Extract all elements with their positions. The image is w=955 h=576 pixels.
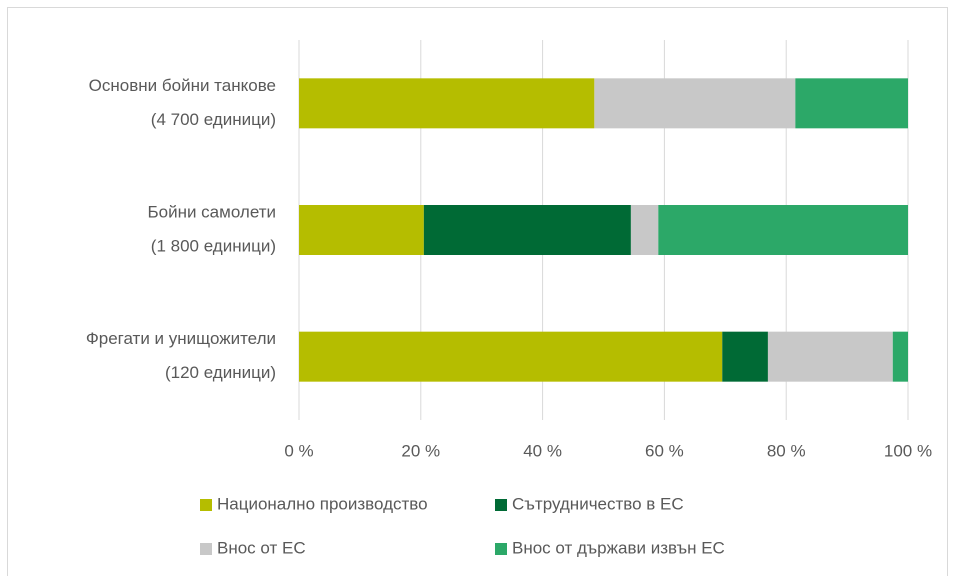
y-tick-label: (4 700 единици) — [151, 110, 276, 129]
bar-segment — [630, 205, 659, 255]
bar-segment — [892, 331, 908, 382]
x-tick-label: 40 % — [523, 441, 562, 460]
bar-segment — [722, 331, 768, 382]
bar-segment — [795, 78, 908, 129]
chart-frame — [7, 7, 948, 576]
bar-segment — [658, 205, 908, 255]
y-tick-label: Фрегати и унищожители — [86, 329, 276, 348]
y-tick-label: Основни бойни танкове — [89, 76, 276, 95]
y-tick-label: (1 800 единици) — [151, 236, 276, 255]
bar-segment — [299, 205, 424, 255]
y-tick-label: Бойни самолети — [147, 202, 276, 221]
legend-label: Внос от държави извън ЕС — [512, 538, 725, 557]
x-tick-label: 100 % — [884, 441, 932, 460]
bar-segment — [299, 331, 723, 382]
x-tick-label: 80 % — [767, 441, 806, 460]
legend-label: Внос от ЕС — [217, 538, 306, 557]
x-tick-label: 0 % — [284, 441, 313, 460]
bar-segment — [767, 331, 893, 382]
x-tick-label: 20 % — [401, 441, 440, 460]
legend-swatch — [495, 543, 507, 555]
x-tick-label: 60 % — [645, 441, 684, 460]
legend-label: Сътрудничество в ЕС — [512, 494, 684, 513]
bar-segment — [594, 78, 796, 129]
bar-segment — [299, 78, 595, 129]
y-tick-label: (120 единици) — [165, 363, 276, 382]
legend-label: Национално производство — [217, 494, 428, 513]
bar-segment — [423, 205, 631, 255]
legend-swatch — [200, 543, 212, 555]
legend-swatch — [495, 499, 507, 511]
legend-swatch — [200, 499, 212, 511]
